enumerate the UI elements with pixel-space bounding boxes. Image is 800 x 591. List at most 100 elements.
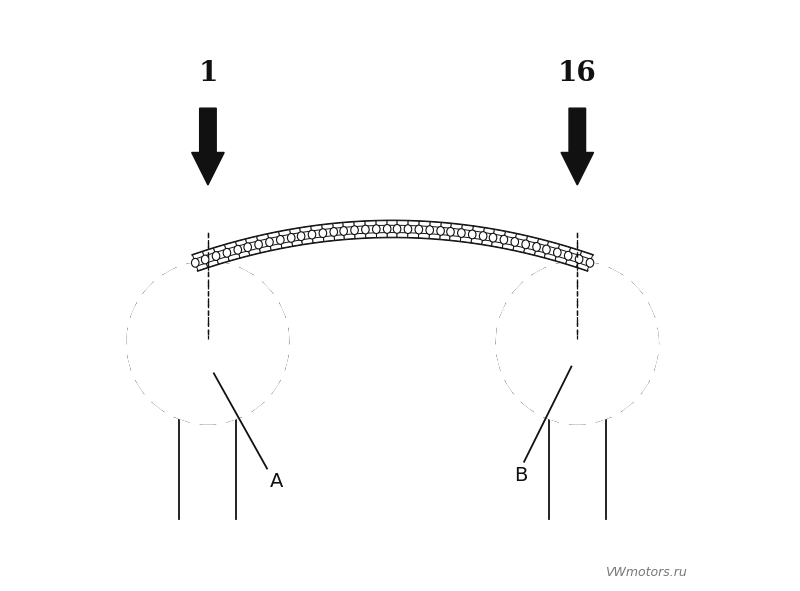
Ellipse shape	[191, 258, 199, 267]
Ellipse shape	[415, 225, 422, 234]
Text: A: A	[270, 472, 283, 491]
Polygon shape	[387, 233, 397, 237]
Polygon shape	[491, 241, 503, 248]
Polygon shape	[377, 233, 387, 238]
Polygon shape	[513, 245, 525, 252]
Bar	[549, 343, 606, 519]
Polygon shape	[441, 223, 451, 228]
Polygon shape	[249, 248, 261, 255]
Polygon shape	[494, 229, 506, 236]
Polygon shape	[193, 220, 593, 271]
Polygon shape	[214, 245, 226, 252]
Polygon shape	[450, 235, 461, 241]
Polygon shape	[555, 256, 567, 264]
Ellipse shape	[479, 232, 487, 241]
Ellipse shape	[394, 225, 401, 233]
Polygon shape	[534, 251, 546, 258]
Ellipse shape	[490, 233, 497, 242]
Circle shape	[496, 262, 658, 424]
Polygon shape	[322, 224, 334, 229]
Polygon shape	[268, 232, 280, 239]
Polygon shape	[302, 238, 313, 244]
Polygon shape	[323, 236, 334, 241]
Polygon shape	[515, 234, 527, 241]
Polygon shape	[246, 236, 258, 243]
Polygon shape	[217, 256, 230, 264]
Polygon shape	[344, 234, 355, 239]
Polygon shape	[484, 228, 494, 234]
Polygon shape	[313, 237, 324, 243]
Ellipse shape	[404, 225, 412, 233]
Polygon shape	[281, 242, 293, 248]
Ellipse shape	[298, 232, 305, 241]
Polygon shape	[193, 252, 204, 259]
Circle shape	[127, 262, 289, 424]
Polygon shape	[408, 233, 418, 238]
Polygon shape	[300, 226, 311, 233]
Polygon shape	[570, 248, 582, 256]
Polygon shape	[366, 233, 377, 238]
Bar	[205, 339, 211, 346]
Ellipse shape	[244, 243, 251, 252]
Polygon shape	[354, 221, 366, 226]
Ellipse shape	[446, 228, 454, 236]
Ellipse shape	[266, 238, 274, 246]
Ellipse shape	[458, 229, 465, 238]
Ellipse shape	[500, 235, 508, 244]
Ellipse shape	[350, 226, 358, 235]
Polygon shape	[462, 225, 474, 231]
Polygon shape	[257, 234, 269, 241]
Ellipse shape	[330, 228, 338, 236]
Polygon shape	[451, 223, 462, 229]
Text: 16: 16	[558, 60, 597, 87]
Text: 1: 1	[198, 60, 218, 87]
Ellipse shape	[575, 255, 583, 264]
Text: B: B	[514, 466, 527, 485]
Ellipse shape	[319, 229, 326, 238]
Polygon shape	[538, 239, 549, 246]
Polygon shape	[225, 242, 237, 249]
Polygon shape	[524, 248, 536, 255]
Polygon shape	[471, 238, 482, 244]
Polygon shape	[419, 221, 430, 226]
Ellipse shape	[287, 233, 295, 242]
Polygon shape	[236, 239, 247, 246]
Polygon shape	[397, 220, 408, 226]
Ellipse shape	[437, 226, 444, 235]
Polygon shape	[343, 222, 354, 228]
Polygon shape	[430, 222, 442, 228]
Polygon shape	[238, 251, 250, 258]
Ellipse shape	[469, 230, 476, 239]
Polygon shape	[547, 242, 560, 249]
Ellipse shape	[362, 225, 369, 234]
Polygon shape	[580, 251, 593, 259]
Polygon shape	[270, 243, 282, 250]
Polygon shape	[292, 240, 302, 246]
Polygon shape	[259, 246, 271, 252]
Polygon shape	[206, 259, 218, 267]
Polygon shape	[228, 254, 240, 261]
Polygon shape	[333, 223, 343, 228]
Polygon shape	[544, 253, 556, 261]
FancyArrow shape	[192, 108, 224, 185]
Ellipse shape	[234, 245, 242, 254]
Ellipse shape	[565, 251, 572, 260]
Ellipse shape	[340, 226, 347, 235]
Bar	[179, 343, 237, 519]
Polygon shape	[418, 233, 430, 238]
FancyArrow shape	[561, 108, 594, 185]
Polygon shape	[577, 262, 589, 271]
Polygon shape	[408, 221, 419, 226]
Polygon shape	[482, 240, 492, 246]
Polygon shape	[311, 225, 322, 231]
Ellipse shape	[277, 235, 284, 244]
Polygon shape	[397, 233, 408, 238]
Ellipse shape	[254, 240, 262, 249]
Polygon shape	[202, 248, 215, 256]
Bar	[574, 339, 581, 346]
Polygon shape	[440, 235, 450, 240]
Polygon shape	[566, 259, 578, 267]
Polygon shape	[355, 233, 366, 238]
Ellipse shape	[308, 230, 316, 239]
Polygon shape	[365, 221, 376, 226]
